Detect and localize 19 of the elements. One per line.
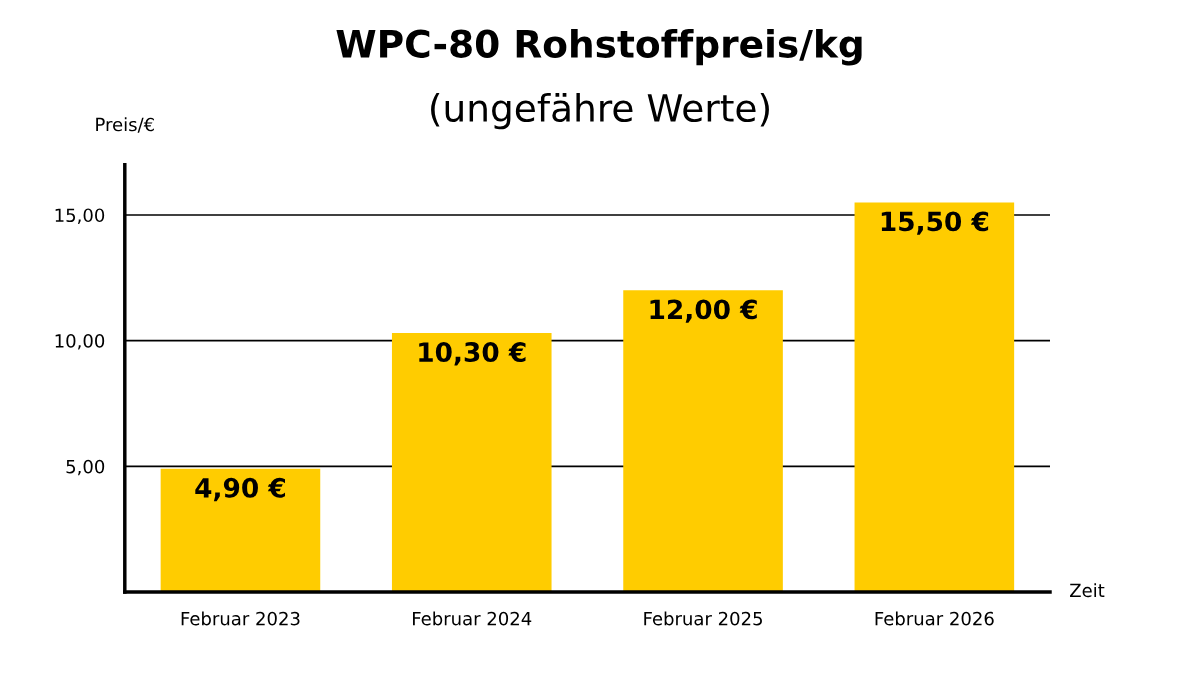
x-tick-label: Februar 2025 — [644, 611, 762, 626]
bar — [854, 202, 1015, 592]
x-axis-title: Zeit — [1070, 583, 1105, 598]
data-label: 15,50 € — [881, 211, 989, 235]
bar — [391, 333, 552, 592]
y-tick-label: 10,00 — [55, 334, 105, 350]
x-tick-label: Februar 2026 — [875, 611, 994, 626]
bar — [623, 290, 783, 592]
y-tick-label: 15,00 — [55, 208, 105, 224]
y-tick-label: 5,00 — [66, 459, 105, 476]
chart-title: WPC-80 Rohstoffpreis/kg — [336, 28, 862, 66]
bar — [160, 468, 321, 592]
x-tick-label: Februar 2024 — [413, 611, 532, 626]
x-tick-label: Februar 2023 — [181, 611, 300, 626]
data-label: 12,00 € — [650, 299, 757, 323]
chart-subtitle: (ungefähre Werte) — [431, 93, 769, 130]
data-label: 4,90 € — [195, 477, 286, 502]
y-axis-title: Preis/€ — [96, 117, 154, 133]
data-label: 10,30 € — [419, 342, 526, 366]
